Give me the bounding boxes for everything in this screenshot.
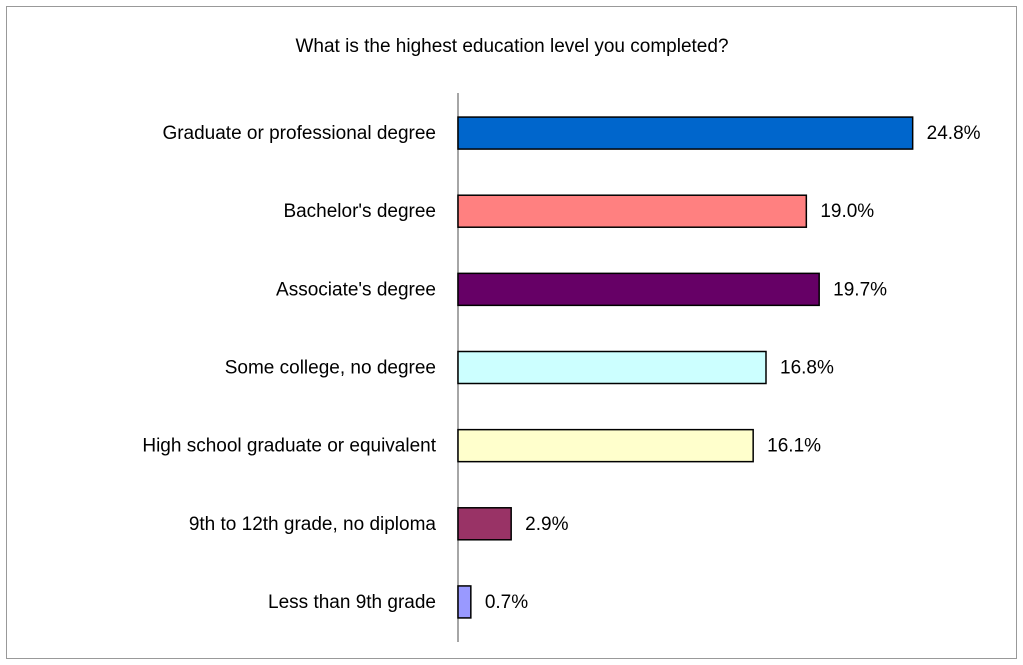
chart-title: What is the highest education level you … (295, 36, 728, 57)
category-label: Graduate or professional degree (162, 123, 436, 144)
value-label: 16.8% (780, 358, 834, 379)
bar (457, 428, 754, 463)
value-label: 16.1% (767, 436, 821, 457)
category-label: High school graduate or equivalent (142, 436, 436, 457)
bar (457, 116, 914, 150)
value-label: 24.8% (927, 123, 981, 144)
category-label: Associate's degree (276, 279, 436, 300)
category-label: 9th to 12th grade, no diploma (189, 514, 437, 535)
bar (457, 350, 767, 385)
value-label: 19.0% (820, 201, 874, 222)
value-label: 0.7% (485, 592, 528, 613)
bar (457, 194, 808, 228)
bar (457, 507, 512, 541)
bar (457, 272, 820, 307)
category-label: Some college, no degree (225, 358, 436, 379)
category-label: Bachelor's degree (283, 201, 436, 222)
value-label: 19.7% (833, 279, 887, 300)
chart-frame (6, 6, 1017, 659)
value-label: 2.9% (525, 514, 568, 535)
bar (457, 585, 472, 619)
category-label: Less than 9th grade (268, 592, 436, 613)
